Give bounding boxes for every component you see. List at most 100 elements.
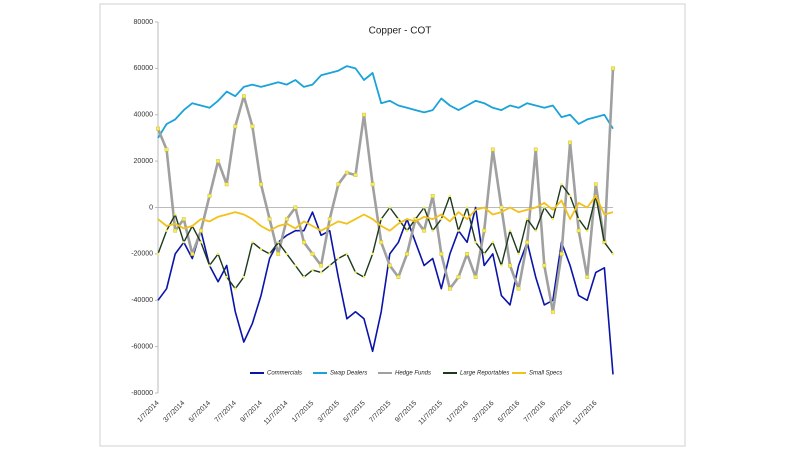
- data-point: [611, 66, 615, 71]
- data-point: [173, 228, 178, 233]
- data-point: [354, 271, 357, 274]
- data-point: [405, 251, 409, 256]
- data-point: [241, 94, 246, 99]
- y-tick-label: -20000: [131, 251, 153, 258]
- data-point: [586, 229, 589, 232]
- data-point: [543, 206, 546, 209]
- data-point: [337, 257, 340, 260]
- data-point: [482, 228, 487, 233]
- data-point: [551, 217, 555, 221]
- data-point: [207, 194, 212, 198]
- data-point: [585, 275, 590, 279]
- data-point: [311, 269, 314, 272]
- data-point: [370, 182, 375, 187]
- data-point: [396, 275, 401, 279]
- data-point: [267, 217, 272, 221]
- data-point: [310, 251, 315, 256]
- y-tick-label: -80000: [131, 390, 153, 397]
- data-point: [224, 182, 229, 187]
- data-point: [500, 264, 503, 267]
- chart-title: Copper - COT: [369, 26, 432, 37]
- data-point: [568, 194, 572, 198]
- data-point: [380, 217, 383, 221]
- data-point: [440, 217, 443, 221]
- data-point: [302, 275, 306, 279]
- data-point: [387, 263, 392, 268]
- y-tick-label: 0: [149, 204, 153, 211]
- data-point: [508, 263, 512, 268]
- data-point: [465, 206, 469, 209]
- data-point: [190, 251, 195, 256]
- data-point: [371, 252, 374, 255]
- y-tick-label: 60000: [134, 65, 154, 72]
- data-point: [508, 229, 512, 232]
- y-tick-label: 80000: [134, 19, 154, 26]
- data-point: [465, 251, 469, 256]
- data-point: [294, 264, 297, 267]
- data-point: [302, 240, 306, 245]
- data-point: [533, 147, 538, 152]
- data-point: [216, 159, 220, 164]
- legend-text: Large Reportables: [460, 371, 509, 377]
- data-point: [542, 263, 547, 268]
- data-point: [525, 240, 530, 245]
- data-point: [577, 217, 580, 221]
- data-point: [473, 275, 478, 279]
- data-point: [327, 217, 332, 221]
- series-line: [157, 65, 614, 139]
- data-point: [328, 264, 331, 267]
- legend-text: Hedge Funds: [395, 371, 431, 377]
- data-point: [156, 252, 160, 255]
- data-point: [345, 252, 348, 255]
- data-point: [233, 124, 238, 129]
- data-point: [457, 229, 460, 232]
- y-tick-label: 20000: [134, 158, 154, 165]
- data-point: [551, 309, 555, 314]
- data-point: [268, 252, 271, 255]
- data-point: [250, 124, 255, 129]
- legend-text: Small Specs: [529, 371, 562, 377]
- data-point: [242, 275, 245, 279]
- data-point: [517, 252, 520, 255]
- data-point: [611, 252, 615, 255]
- data-point: [603, 241, 606, 244]
- y-tick-label: -40000: [131, 297, 153, 304]
- data-point: [430, 194, 435, 198]
- data-point: [568, 140, 572, 145]
- data-point: [276, 251, 281, 256]
- series-line: [157, 206, 614, 375]
- data-point: [174, 213, 177, 216]
- data-point: [362, 112, 366, 117]
- data-point: [208, 264, 211, 267]
- legend-text: Swap Dealers: [330, 371, 367, 377]
- data-point: [439, 251, 444, 256]
- data-point: [405, 229, 409, 232]
- data-point: [499, 205, 504, 210]
- data-point: [490, 147, 495, 152]
- data-point: [319, 263, 324, 268]
- data-point: [593, 182, 598, 187]
- data-point: [259, 182, 263, 187]
- data-point: [422, 228, 427, 233]
- data-point: [336, 182, 341, 187]
- data-point: [362, 275, 366, 279]
- data-point: [284, 217, 289, 221]
- data-point: [293, 205, 298, 210]
- series-line: [156, 68, 615, 314]
- data-point: [534, 229, 537, 232]
- data-point: [526, 217, 529, 221]
- data-point: [181, 217, 186, 221]
- data-point: [516, 286, 521, 291]
- y-tick-label: -60000: [131, 343, 153, 350]
- data-point: [285, 252, 288, 255]
- data-point: [423, 206, 426, 209]
- data-point: [199, 228, 203, 233]
- chart-frame: [99, 3, 686, 447]
- y-tick-label: 40000: [134, 112, 154, 119]
- data-point: [165, 229, 168, 232]
- series-line: [157, 195, 614, 232]
- data-point: [491, 241, 494, 244]
- data-point: [576, 228, 581, 233]
- data-point: [344, 170, 349, 175]
